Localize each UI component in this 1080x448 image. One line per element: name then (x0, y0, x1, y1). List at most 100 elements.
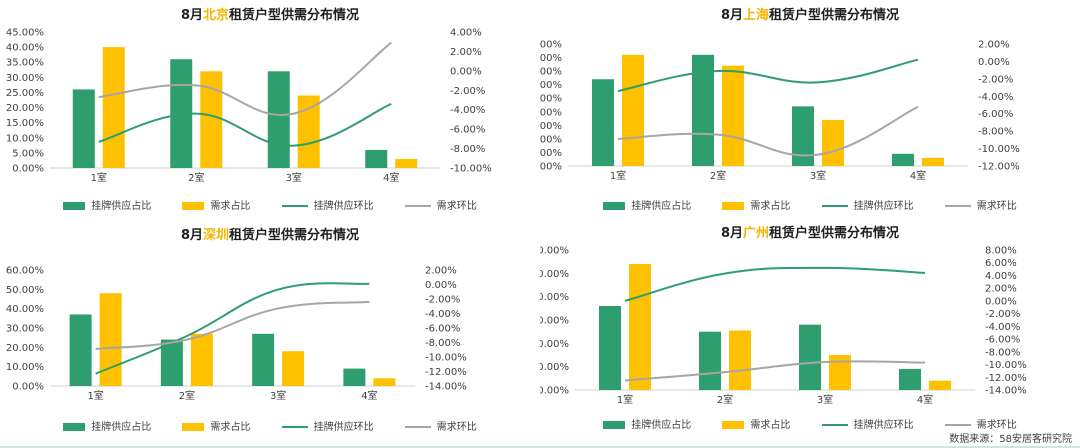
y-tick-label: 60.00% (540, 246, 569, 257)
chart-legend: 挂牌供应占比 需求占比 挂牌供应环比 需求环比 (0, 418, 540, 433)
y-tick-label: 40.00% (6, 43, 44, 54)
bar-listing-share (343, 368, 366, 386)
y-tick-label: 15.00% (540, 121, 562, 132)
y2-tick-label: -10.00% (985, 360, 1027, 371)
x-tick-label: 2室 (188, 171, 204, 184)
y2-tick-label: -12.00% (978, 162, 1020, 173)
y2-tick-label: -14.00% (985, 386, 1027, 397)
y-tick-label: 20.00% (540, 107, 562, 118)
y-tick-label: 25.00% (6, 88, 44, 99)
y-tick-label: 40.00% (540, 292, 569, 303)
y2-tick-label: -2.00% (985, 309, 1020, 320)
line-demand-mom (98, 41, 392, 116)
chart-plot: 0.00% 5.00% 10.00% 15.00% 20.00% 25.00% 30.00%… (540, 40, 1020, 183)
y2-tick-label: -6.00% (978, 109, 1013, 120)
y2-tick-label: 0.00% (425, 280, 457, 291)
bar-demand-share (282, 351, 305, 386)
bar-listing-share (692, 54, 714, 166)
legend-item-demand-share: 需求占比 (722, 416, 790, 431)
y-tick-label: 5.00% (12, 148, 44, 159)
chart-panel-guangzhou: 8月广州租赁户型供需分布情况 0.00% 10.00% 20.00% 30.00% 40… (540, 218, 1080, 436)
y2-tick-label: -4.00% (985, 322, 1020, 333)
x-tick-label: 3室 (270, 389, 286, 402)
y-tick-label: 30.00% (6, 73, 44, 84)
bar-listing-share (69, 314, 92, 386)
y2-tick-label: 0.00% (978, 57, 1010, 68)
y2-tick-label: -2.00% (978, 74, 1013, 85)
y2-tick-label: -8.00% (978, 127, 1013, 138)
y2-tick-label: 0.00% (985, 296, 1017, 307)
bar-listing-share (699, 331, 721, 390)
bar-demand-share (395, 158, 418, 168)
x-tick-label: 4室 (910, 169, 926, 182)
bar-listing-share (792, 106, 814, 166)
legend-item-listing-mom: 挂牌供应环比 (821, 197, 914, 212)
data-source-note: 数据来源：58安居客研究院 (949, 434, 1072, 445)
bar-listing-share (799, 324, 821, 390)
chart-title: 8月北京租赁户型供需分布情况 (180, 8, 360, 23)
x-tick-label: 4室 (917, 393, 933, 406)
line-demand-mom (617, 105, 919, 157)
chart-title-city: 广州 (743, 226, 770, 241)
legend-item-demand-mom: 需求环比 (944, 416, 1017, 431)
chart-panel-beijing: 8月北京租赁户型供需分布情况 0.00% 5.00% 10.00% 15.00% 20.… (0, 0, 540, 218)
y-tick-label: 15.00% (6, 118, 44, 129)
chart-legend: 挂牌供应占比 需求占比 挂牌供应环比 需求环比 (540, 197, 1080, 212)
x-tick-label: 4室 (361, 389, 377, 402)
bar-demand-share (373, 378, 396, 386)
legend-item-listing-share: 挂牌供应占比 (63, 197, 151, 212)
x-tick-label: 1室 (91, 171, 107, 184)
bar-demand-share (622, 54, 644, 166)
line-listing-mom (98, 102, 392, 147)
bar-demand-share (822, 119, 844, 166)
legend-item-listing-mom: 挂牌供应环比 (821, 416, 914, 431)
bar-demand-share (99, 293, 122, 386)
y2-tick-label: -6.00% (985, 335, 1020, 346)
x-tick-label: 4室 (383, 171, 399, 184)
y-tick-label: 0.00% (540, 162, 562, 173)
chart-plot: 0.00% 5.00% 10.00% 15.00% 20.00% 25.00% 30.00%… (6, 28, 492, 185)
bar-listing-share (72, 89, 95, 168)
y-tick-label: 30.00% (540, 80, 562, 91)
line-listing-mom (95, 282, 370, 375)
y-tick-label: 20.00% (6, 343, 44, 354)
y-tick-label: 40.00% (540, 53, 562, 64)
y-tick-label: 10.00% (6, 133, 44, 144)
bar-listing-share (252, 333, 275, 386)
x-tick-label: 1室 (610, 169, 626, 182)
y-tick-label: 0.00% (540, 386, 569, 397)
y2-tick-label: -10.00% (425, 353, 467, 364)
y-tick-label: 10.00% (540, 362, 569, 373)
bar-demand-share (629, 264, 651, 390)
y-tick-label: 0.00% (12, 382, 44, 393)
legend-item-listing-share: 挂牌供应占比 (63, 418, 151, 433)
legend-item-demand-share: 需求占比 (182, 418, 250, 433)
y2-tick-label: -10.00% (450, 164, 492, 175)
x-tick-label: 1室 (617, 393, 633, 406)
y2-tick-label: 2.00% (450, 47, 482, 58)
y2-tick-label: -2.00% (425, 295, 460, 306)
x-tick-label: 2室 (717, 393, 733, 406)
x-tick-label: 3室 (286, 171, 302, 184)
y-tick-label: 0.00% (12, 164, 44, 175)
chart-legend: 挂牌供应占比 需求占比 挂牌供应环比 需求环比 (540, 416, 1080, 431)
chart-plot: 0.00% 10.00% 20.00% 30.00% 40.00% 50.00% 60.00… (540, 246, 1027, 407)
bar-listing-share (160, 339, 183, 386)
y-tick-label: 45.00% (540, 40, 562, 51)
line-listing-mom (617, 58, 919, 93)
chart-legend: 挂牌供应占比 需求占比 挂牌供应环比 需求环比 (0, 197, 540, 212)
bar-demand-share (929, 380, 951, 390)
y-tick-label: 20.00% (540, 339, 569, 350)
legend-item-listing-share: 挂牌供应占比 (603, 197, 691, 212)
chart-panel-shenzhen: 8月深圳租赁户型供需分布情况 0.00% 10.00% 20.00% 30.00% 40… (0, 218, 540, 436)
chart-title: 8月上海租赁户型供需分布情况 (720, 8, 900, 23)
bar-demand-share (200, 71, 223, 168)
y2-tick-label: -12.00% (425, 367, 467, 378)
x-tick-label: 1室 (87, 389, 103, 402)
bar-demand-share (102, 47, 125, 168)
bar-listing-share (899, 369, 921, 390)
bar-listing-share (267, 71, 290, 168)
y-tick-label: 35.00% (540, 67, 562, 78)
y2-tick-label: -4.00% (450, 105, 485, 116)
y2-tick-label: -14.00% (425, 382, 467, 393)
